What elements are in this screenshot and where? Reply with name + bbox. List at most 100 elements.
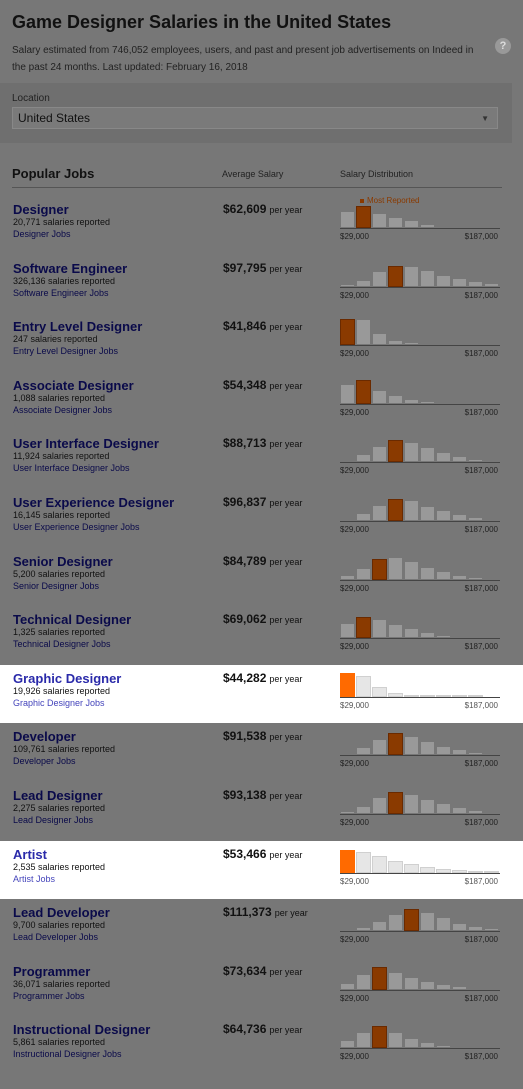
location-select[interactable]: United States ▼ <box>12 107 498 129</box>
job-title-link[interactable]: User Interface Designer <box>13 436 159 452</box>
jobs-link[interactable]: Lead Developer Jobs <box>13 932 99 943</box>
jobs-link[interactable]: Entry Level Designer Jobs <box>13 346 119 357</box>
per-year-label: per year <box>269 556 303 567</box>
per-year-label: per year <box>269 263 303 274</box>
job-title-link[interactable]: Software Engineer <box>13 260 128 276</box>
distribution-bar <box>436 1045 451 1049</box>
distribution-bar <box>372 212 387 228</box>
distribution-bar <box>340 811 355 814</box>
distribution-bar <box>452 870 467 873</box>
page-header: Game Designer Salaries in the United Sta… <box>0 0 523 80</box>
salary-distribution-chart: $29,000 $187,000 <box>340 551 500 593</box>
salaries-reported-count: 326,136 salaries reported <box>13 275 116 286</box>
salaries-reported-count: 5,861 salaries reported <box>13 1037 106 1048</box>
distribution-bar <box>340 929 355 932</box>
distribution-bar <box>356 851 371 873</box>
salaries-reported-count: 1,325 salaries reported <box>13 627 106 638</box>
distribution-bar <box>452 694 467 697</box>
distribution-bar <box>468 694 483 697</box>
distribution-bar <box>404 266 419 287</box>
distribution-bar <box>484 870 499 873</box>
salaries-reported-count: 36,071 salaries reported <box>13 978 111 989</box>
jobs-link[interactable]: Designer Jobs <box>13 229 71 239</box>
distribution-bar <box>468 752 483 756</box>
salary-distribution-chart: $29,000 $187,000 <box>340 316 500 358</box>
salary-value: $54,348 <box>223 377 267 392</box>
distribution-bar <box>340 518 355 521</box>
distribution-bar <box>372 967 387 990</box>
distribution-bar <box>420 867 435 873</box>
distribution-bar <box>484 460 499 463</box>
jobs-link[interactable]: Programmer Jobs <box>13 990 85 1001</box>
distribution-bar <box>452 749 467 756</box>
axis-max-label: $187,000 <box>464 759 498 769</box>
average-salary: $53,466 per year <box>223 847 302 861</box>
distribution-bars <box>340 1019 500 1050</box>
distribution-bar <box>372 921 387 932</box>
distribution-bar <box>436 274 451 287</box>
distribution-bar <box>340 575 355 580</box>
per-year-label: per year <box>269 498 303 508</box>
distribution-bar <box>452 456 467 463</box>
distribution-bar <box>388 216 403 228</box>
popular-jobs-heading: Popular Jobs <box>12 166 95 181</box>
job-title-link[interactable]: Graphic Designer <box>13 670 122 686</box>
jobs-link[interactable]: Technical Designer Jobs <box>13 639 111 650</box>
jobs-link[interactable]: Artist Jobs <box>13 873 56 884</box>
distribution-bar <box>420 401 435 404</box>
distribution-bar <box>484 811 499 814</box>
jobs-link[interactable]: Associate Designer Jobs <box>13 404 113 415</box>
axis-min-label: $29,000 <box>340 525 369 534</box>
jobs-link[interactable]: User Interface Designer Jobs <box>13 463 130 474</box>
jobs-link[interactable]: Instructional Designer Jobs <box>13 1049 122 1060</box>
distribution-bar <box>404 694 419 697</box>
per-year-label: per year <box>269 322 303 333</box>
job-title-link[interactable]: Programmer <box>13 963 91 979</box>
distribution-bar <box>404 864 419 873</box>
distribution-bar <box>356 927 371 932</box>
axis-min-label: $29,000 <box>340 935 369 945</box>
job-title-link[interactable]: Technical Designer <box>13 612 132 628</box>
distribution-bar <box>404 500 419 521</box>
distribution-bar <box>340 850 355 873</box>
distribution-bar <box>452 574 467 580</box>
salary-value: $73,634 <box>223 963 267 978</box>
distribution-bar <box>484 1046 499 1049</box>
average-salary: $73,634 per year <box>223 964 302 978</box>
job-title-link[interactable]: Associate Designer <box>13 377 134 393</box>
distribution-bar <box>340 1040 355 1049</box>
axis-max-label: $187,000 <box>464 466 498 476</box>
distribution-bar <box>468 636 483 639</box>
axis-min-label: $29,000 <box>340 407 369 417</box>
job-title-link[interactable]: Designer <box>13 202 69 217</box>
jobs-link[interactable]: User Experience Designer Jobs <box>13 522 140 532</box>
distribution-bar <box>436 343 451 346</box>
distribution-bar <box>340 384 355 404</box>
salary-distribution-chart: $29,000 $187,000 <box>340 902 500 944</box>
distribution-bar <box>436 803 451 814</box>
jobs-link[interactable]: Developer Jobs <box>13 756 76 767</box>
distribution-bar <box>356 1031 371 1049</box>
per-year-label: per year <box>269 380 303 391</box>
question-circle-icon[interactable]: ? <box>495 38 511 54</box>
job-title-link[interactable]: Lead Designer <box>13 788 103 803</box>
salary-value: $62,609 <box>223 202 267 216</box>
job-title-link[interactable]: Lead Developer <box>13 905 110 921</box>
distribution-bar <box>420 447 435 463</box>
job-title-link[interactable]: Artist <box>13 846 47 862</box>
distribution-bar <box>388 339 403 346</box>
job-title-link[interactable]: Entry Level Designer <box>13 319 143 335</box>
job-title-link[interactable]: Senior Designer <box>13 553 113 569</box>
job-title-link[interactable]: Instructional Designer <box>13 1022 151 1038</box>
salaries-reported-count: 9,700 salaries reported <box>13 920 106 931</box>
page-subtitle: Salary estimated from 746,052 employees,… <box>12 45 474 73</box>
distribution-bars <box>340 551 500 581</box>
jobs-link[interactable]: Lead Designer Jobs <box>13 815 94 825</box>
job-title-link[interactable]: User Experience Designer <box>13 495 175 510</box>
distribution-bar <box>452 922 467 932</box>
job-title-link[interactable]: Developer <box>13 729 76 745</box>
jobs-link[interactable]: Graphic Designer Jobs <box>13 697 105 708</box>
jobs-link[interactable]: Software Engineer Jobs <box>13 287 109 298</box>
jobs-link[interactable]: Senior Designer Jobs <box>13 580 100 591</box>
distribution-bar <box>388 971 403 990</box>
